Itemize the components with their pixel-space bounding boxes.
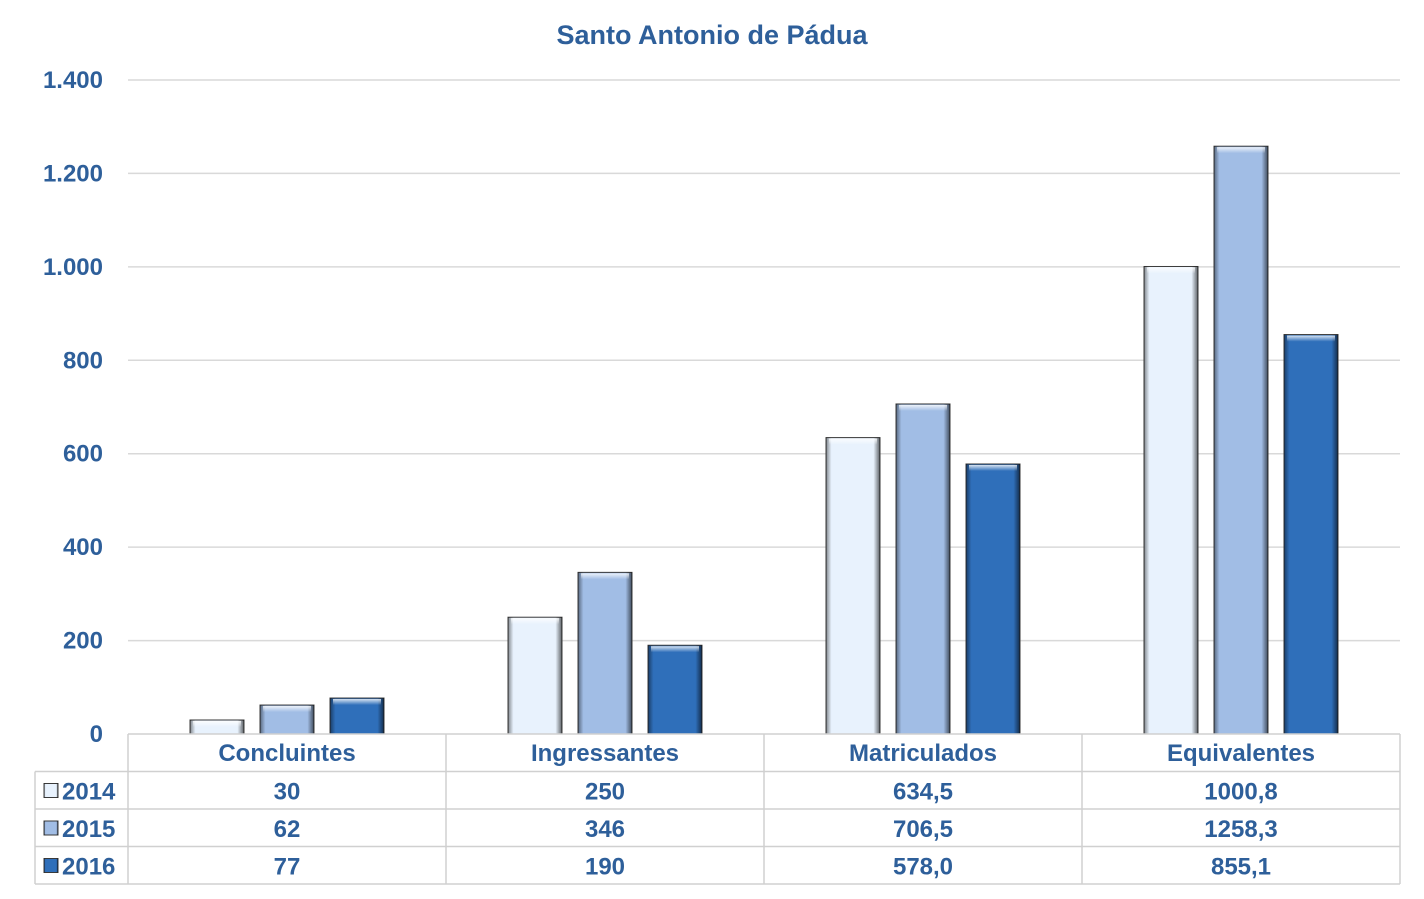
table-cell-value: 706,5 [893, 816, 953, 843]
table-cell-value: 578,0 [893, 854, 953, 881]
legend-label: 2016 [62, 854, 115, 881]
category-label: Equivalentes [1167, 740, 1315, 767]
bar-highlight [899, 404, 947, 411]
bar-highlight [511, 618, 559, 625]
category-label: Matriculados [849, 740, 997, 767]
bar-shade [896, 403, 950, 734]
y-tick-label: 400 [63, 534, 103, 561]
bar-highlight [193, 720, 241, 727]
bar-shade [1284, 334, 1338, 734]
bar-shade [1144, 266, 1198, 734]
bar-shade [648, 645, 702, 734]
table-cell-value: 855,1 [1211, 854, 1271, 881]
legend-key-2016 [43, 858, 59, 873]
legend-key-2014 [43, 783, 59, 798]
bar-2015-equivalentes [1213, 145, 1269, 735]
bar-2015-matriculados [895, 403, 951, 735]
legend-key-2015 [43, 820, 59, 836]
bar-highlight [1287, 335, 1335, 342]
bars [189, 145, 1339, 735]
table-cell-value: 1000,8 [1204, 779, 1277, 806]
table-cell-value: 62 [274, 816, 301, 843]
bar-shade [1214, 146, 1268, 734]
y-axis-ticks: 0 200 400 600 800 1.000 1.200 1.400 [43, 67, 103, 748]
chart-title: Santo Antonio de Pádua [556, 20, 868, 50]
table-cell-value: 190 [585, 854, 625, 881]
bar-highlight [829, 438, 877, 445]
gridlines [128, 79, 1400, 642]
bar-2016-equivalentes [1283, 334, 1339, 735]
bar-highlight [1147, 267, 1195, 274]
y-tick-label: 0 [90, 721, 103, 748]
y-tick-label: 1.400 [43, 67, 103, 94]
category-label: Ingressantes [531, 740, 679, 767]
bar-shade [966, 463, 1020, 734]
data-table: Concluintes Ingressantes Matriculados Equiv… [34, 733, 1401, 885]
bar-2016-ingressantes [647, 644, 703, 735]
bar-highlight [651, 646, 699, 653]
legend-label: 2015 [62, 816, 115, 843]
bar-2016-concluintes [329, 697, 385, 735]
legend-label: 2014 [62, 779, 116, 806]
bar-2015-ingressantes [577, 571, 633, 735]
category-label: Concluintes [218, 740, 355, 767]
bar-2014-matriculados [825, 437, 881, 735]
y-tick-label: 800 [63, 347, 103, 374]
y-tick-label: 1.000 [43, 254, 103, 281]
bar-shade [826, 437, 880, 734]
bar-shade [508, 617, 562, 734]
table-cell-value: 30 [274, 779, 301, 806]
bar-shade [578, 572, 632, 734]
bar-2014-concluintes [189, 719, 245, 735]
y-tick-label: 200 [63, 628, 103, 655]
bar-2014-ingressantes [507, 616, 563, 735]
table-cell-value: 77 [274, 854, 301, 881]
y-tick-label: 600 [63, 441, 103, 468]
bar-highlight [263, 706, 311, 713]
legend-swatch-shade [44, 858, 58, 873]
bar-2014-equivalentes [1143, 265, 1199, 735]
table-cell-value: 250 [585, 779, 625, 806]
legend-swatch-shade [44, 821, 58, 835]
y-tick-label: 1.200 [43, 160, 103, 187]
legend-swatch-shade [44, 783, 58, 798]
bar-highlight [333, 699, 381, 706]
table-cell-value: 634,5 [893, 779, 953, 806]
bar-2015-concluintes [259, 704, 315, 735]
table-cell-value: 1258,3 [1204, 816, 1277, 843]
bar-highlight [969, 464, 1017, 471]
bar-2016-matriculados [965, 463, 1021, 735]
table-cell-value: 346 [585, 816, 625, 843]
bar-highlight [1217, 147, 1265, 154]
bar-highlight [581, 573, 629, 580]
